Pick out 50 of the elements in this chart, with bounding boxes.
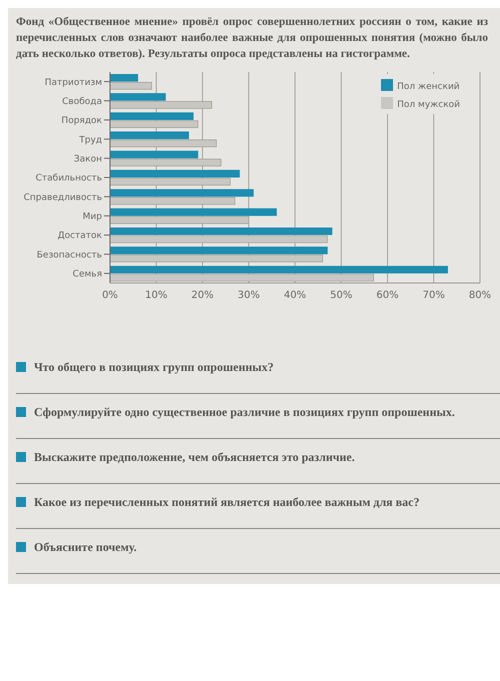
bar: [110, 140, 217, 148]
y-tick-label: Стабильность: [36, 174, 102, 184]
y-tick-label: Патриотизм: [44, 78, 102, 88]
y-tick-label: Безопасность: [36, 250, 102, 260]
text: Объясните почему.: [16, 533, 500, 574]
x-tick-label: 40%: [284, 290, 306, 302]
bar: [110, 197, 236, 205]
bar: [110, 227, 332, 236]
bar: [110, 132, 189, 140]
x-tick-label: 0%: [102, 290, 118, 302]
bar: [110, 150, 198, 158]
bar: [110, 189, 254, 197]
bar: [110, 170, 240, 178]
bar: [110, 208, 277, 216]
y-tick-label: Семья: [72, 270, 102, 280]
bar: [110, 235, 328, 244]
bar: [110, 216, 250, 224]
y-tick-label: Труд: [78, 135, 102, 146]
x-tick-label: 80%: [468, 290, 492, 302]
bar: [110, 178, 231, 186]
y-tick-label: Достаток: [58, 231, 103, 242]
text: Что общего в позициях групп опрошенных?: [16, 353, 500, 394]
x-tick-label: 20%: [191, 290, 214, 302]
x-tick-label: 60%: [376, 290, 399, 302]
bar: [110, 101, 212, 109]
text: Сформулируйте одно существенное различие в позициях групп опрошенных.: [16, 398, 500, 439]
y-tick-label: Закон: [74, 154, 102, 165]
text: Какое из перечисленных понятий является наиболее важным для вас?: [16, 488, 500, 529]
y-tick-label: Свобода: [62, 96, 102, 107]
y-tick-label: Мир: [82, 212, 102, 222]
legend-label: Пол женский: [397, 82, 460, 92]
bar: [110, 158, 222, 166]
x-tick-label: 10%: [145, 290, 168, 302]
bar: [110, 120, 198, 128]
y-tick-label: Порядок: [61, 116, 103, 126]
bar: [110, 93, 166, 101]
bar: [110, 274, 374, 282]
x-tick-label: 30%: [238, 290, 260, 302]
text: Выскажите предположение, чем объясняется это различие.: [16, 443, 500, 484]
bar: [110, 246, 328, 254]
bar: [110, 82, 152, 90]
bar: [110, 112, 194, 120]
legend-label: Пол мужской: [397, 100, 460, 110]
bar: [110, 74, 138, 82]
bar: [110, 254, 324, 262]
x-tick-label: 50%: [330, 290, 352, 302]
y-tick-label: Справедливость: [24, 192, 102, 203]
bar: [110, 266, 448, 274]
chart-title: Фонд «Общественное мнение» провёл опрос совершеннолетних россиян о том, какие из перечисленных слов означают наиболее важные для опрошенных понятия (можно было дать несколько ответов). Результаты опроса представлены на гистограмме.: [16, 15, 489, 62]
x-tick-label: 70%: [422, 290, 445, 302]
